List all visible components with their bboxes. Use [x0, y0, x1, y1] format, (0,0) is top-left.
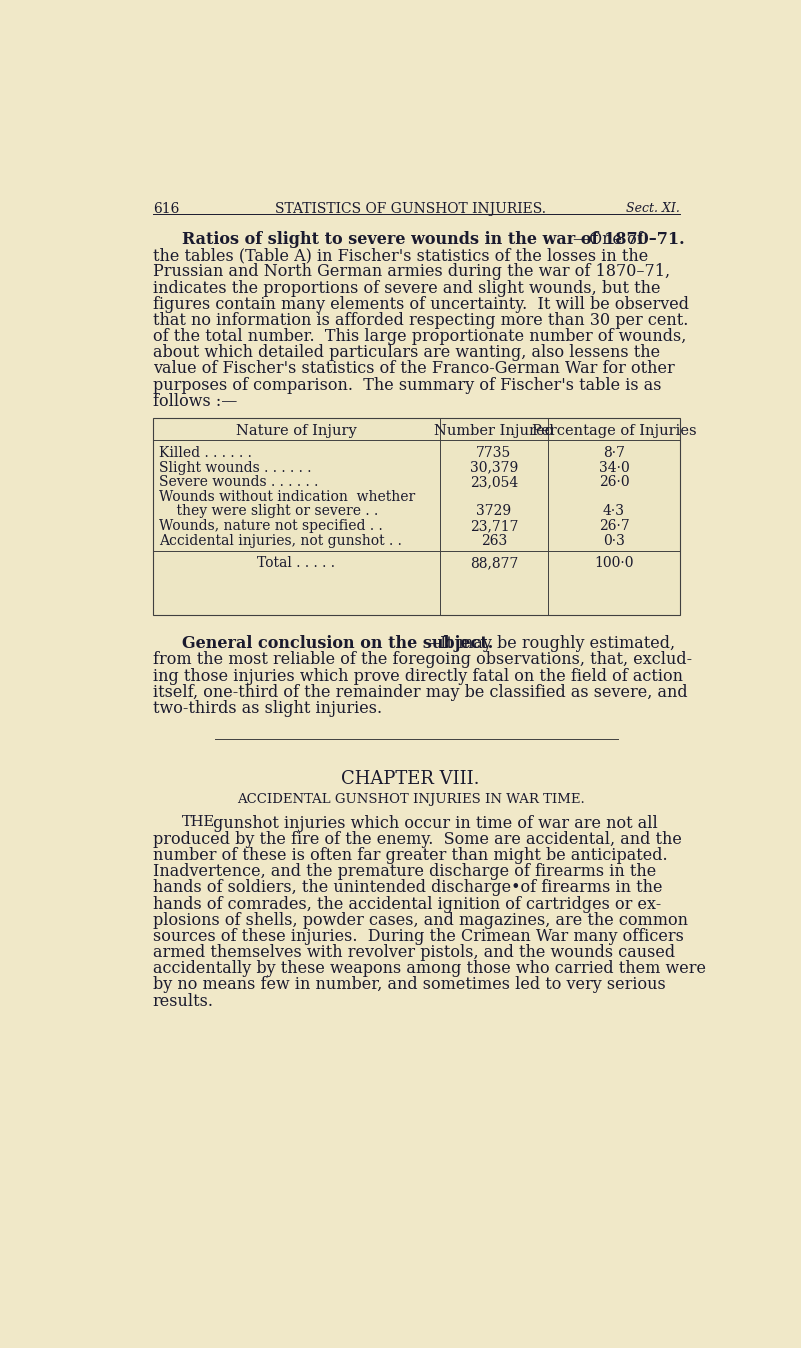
Text: ing those injuries which prove directly fatal on the field of action: ing those injuries which prove directly …	[153, 667, 682, 685]
Text: 616: 616	[153, 202, 179, 216]
Text: by no means few in number, and sometimes led to very serious: by no means few in number, and sometimes…	[153, 976, 666, 993]
Text: Number Injured: Number Injured	[434, 425, 553, 438]
Text: purposes of comparison.  The summary of Fischer's table is as: purposes of comparison. The summary of F…	[153, 376, 662, 394]
Text: Accidental injuries, not gunshot . .: Accidental injuries, not gunshot . .	[159, 534, 402, 547]
Text: Wounds, nature not specified . .: Wounds, nature not specified . .	[159, 519, 383, 532]
Text: accidentally by these weapons among those who carried them were: accidentally by these weapons among thos…	[153, 960, 706, 977]
Text: 8·7: 8·7	[603, 446, 625, 460]
Text: General conclusion on the subject.: General conclusion on the subject.	[183, 635, 493, 652]
Text: Wounds without indication  whether: Wounds without indication whether	[159, 489, 415, 504]
Text: hands of soldiers, the unintended discharge•of firearms in the: hands of soldiers, the unintended discha…	[153, 879, 662, 896]
Text: CHAPTER VIII.: CHAPTER VIII.	[341, 770, 480, 789]
Text: hands of comrades, the accidental ignition of cartridges or ex-: hands of comrades, the accidental igniti…	[153, 895, 661, 913]
Text: follows :—: follows :—	[153, 392, 237, 410]
Text: number of these is often far greater than might be anticipated.: number of these is often far greater tha…	[153, 847, 667, 864]
Text: 23,054: 23,054	[469, 474, 518, 489]
Text: Killed . . . . . .: Killed . . . . . .	[159, 446, 252, 460]
Text: 26·7: 26·7	[598, 519, 630, 532]
Text: 26·0: 26·0	[598, 474, 630, 489]
Text: 30,379: 30,379	[469, 461, 518, 474]
Text: that no information is afforded respecting more than 30 per cent.: that no information is afforded respecti…	[153, 311, 688, 329]
Text: ACCIDENTAL GUNSHOT INJURIES IN WAR TIME.: ACCIDENTAL GUNSHOT INJURIES IN WAR TIME.	[236, 793, 585, 806]
Text: value of Fischer's statistics of the Franco-German War for other: value of Fischer's statistics of the Fra…	[153, 360, 674, 377]
Text: armed themselves with revolver pistols, and the wounds caused: armed themselves with revolver pistols, …	[153, 944, 675, 961]
Text: Prussian and North German armies during the war of 1870–71,: Prussian and North German armies during …	[153, 263, 670, 280]
Text: THE: THE	[183, 814, 215, 829]
Text: results.: results.	[153, 992, 214, 1010]
Text: —It may be roughly estimated,: —It may be roughly estimated,	[425, 635, 675, 652]
Text: 88,877: 88,877	[469, 555, 518, 570]
Text: 100·0: 100·0	[594, 555, 634, 570]
Text: plosions of shells, powder cases, and magazines, are the common: plosions of shells, powder cases, and ma…	[153, 911, 688, 929]
Bar	[153, 418, 680, 615]
Text: Severe wounds . . . . . .: Severe wounds . . . . . .	[159, 474, 319, 489]
Text: 34·0: 34·0	[598, 461, 630, 474]
Text: of the total number.  This large proportionate number of wounds,: of the total number. This large proporti…	[153, 328, 686, 345]
Text: STATISTICS OF GUNSHOT INJURIES.: STATISTICS OF GUNSHOT INJURIES.	[275, 202, 546, 216]
Text: —One of: —One of	[573, 231, 642, 248]
Text: Nature of Injury: Nature of Injury	[235, 425, 356, 438]
Text: 23,717: 23,717	[469, 519, 518, 532]
Text: figures contain many elements of uncertainty.  It will be observed: figures contain many elements of uncerta…	[153, 295, 689, 313]
Text: Slight wounds . . . . . .: Slight wounds . . . . . .	[159, 461, 312, 474]
Text: 7735: 7735	[477, 446, 512, 460]
Text: sources of these injuries.  During the Crimean War many officers: sources of these injuries. During the Cr…	[153, 927, 684, 945]
Text: 4·3: 4·3	[603, 504, 625, 519]
Text: gunshot injuries which occur in time of war are not all: gunshot injuries which occur in time of …	[208, 814, 658, 832]
Text: indicates the proportions of severe and slight wounds, but the: indicates the proportions of severe and …	[153, 279, 660, 297]
Text: from the most reliable of the foregoing observations, that, exclud-: from the most reliable of the foregoing …	[153, 651, 692, 669]
Text: about which detailed particulars are wanting, also lessens the: about which detailed particulars are wan…	[153, 344, 660, 361]
Text: Sect. XI.: Sect. XI.	[626, 202, 680, 214]
Text: produced by the fire of the enemy.  Some are accidental, and the: produced by the fire of the enemy. Some …	[153, 830, 682, 848]
Text: two-thirds as slight injuries.: two-thirds as slight injuries.	[153, 700, 382, 717]
Text: 0·3: 0·3	[603, 534, 625, 547]
Text: 263: 263	[481, 534, 507, 547]
Text: 3729: 3729	[477, 504, 511, 519]
Text: Ratios of slight to severe wounds in the war of 1870–71.: Ratios of slight to severe wounds in the…	[183, 231, 685, 248]
Text: itself, one-third of the remainder may be classified as severe, and: itself, one-third of the remainder may b…	[153, 683, 687, 701]
Text: Inadvertence, and the premature discharge of firearms in the: Inadvertence, and the premature discharg…	[153, 863, 656, 880]
Text: the tables (Table A) in Fischer's statistics of the losses in the: the tables (Table A) in Fischer's statis…	[153, 247, 648, 264]
Text: Percentage of Injuries: Percentage of Injuries	[532, 425, 696, 438]
Text: Total . . . . .: Total . . . . .	[257, 555, 335, 570]
Text: they were slight or severe . .: they were slight or severe . .	[159, 504, 378, 519]
